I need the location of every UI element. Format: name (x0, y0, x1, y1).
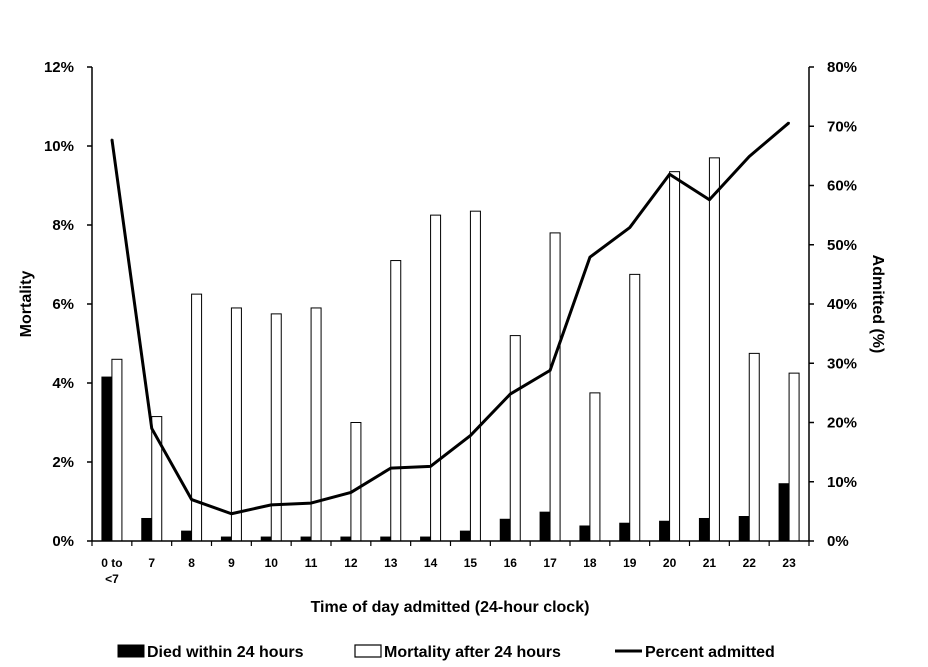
x-axis-ticks: 0 to <7 7 8 9 10 11 12 13 14 15 16 17 18 19 20 21 22 23 (91, 541, 810, 586)
x-tick-label: <7 (105, 572, 119, 586)
y2-tick-label: 20% (827, 415, 857, 432)
y-tick-label: 4% (52, 375, 74, 392)
y2-tick-label: 30% (827, 355, 857, 372)
percent-admitted-point (549, 369, 551, 372)
percent-admitted-point (310, 502, 312, 504)
percent-admitted-point (589, 256, 591, 258)
y2-tick-label: 0% (827, 533, 849, 550)
x-tick-label: 0 to (101, 556, 122, 570)
percent-admitted-point (150, 427, 153, 430)
bar-mortality-after-24h (310, 307, 322, 542)
legend: Died within 24 hours Mortality after 24 … (117, 644, 775, 661)
bar-mortality-after-24h (589, 392, 601, 542)
bar-mortality-after-24h (549, 232, 561, 542)
percent-admitted-point (748, 155, 751, 158)
percent-admitted-point (389, 467, 392, 469)
x-tick-label: 23 (782, 556, 796, 570)
bar-mortality-after-24h (788, 372, 800, 542)
bar-died-within-24h (619, 522, 631, 542)
percent-admitted-point (111, 138, 113, 141)
x-tick-label: 22 (743, 556, 757, 570)
legend-swatch-mortality-after-24h (354, 644, 382, 658)
left-axis-ticks: 0% 2% 4% 6% 8% 10% 12% (44, 59, 92, 550)
bar-died-within-24h (499, 518, 511, 542)
y-tick-label: 8% (52, 217, 74, 234)
x-tick-label: 17 (543, 556, 557, 570)
percent-admitted-point (230, 512, 233, 515)
bar-mortality-after-24h (111, 358, 123, 542)
percent-admitted-point (708, 198, 711, 201)
y-tick-label: 2% (52, 454, 74, 471)
percent-admitted-point (429, 465, 432, 468)
bar-mortality-after-24h (708, 157, 720, 542)
bar-died-within-24h (738, 516, 750, 542)
x-tick-label: 19 (623, 556, 637, 570)
x-tick-label: 14 (424, 556, 438, 570)
x-tick-label: 20 (663, 556, 677, 570)
bar-died-within-24h (659, 520, 671, 542)
percent-admitted-point (350, 491, 352, 494)
y2-tick-label: 60% (827, 178, 857, 195)
bar-mortality-after-24h (669, 171, 681, 542)
x-tick-label: 16 (504, 556, 518, 570)
bar-died-within-24h (181, 530, 193, 542)
y2-tick-label: 80% (827, 59, 857, 76)
x-axis-title: Time of day admitted (24-hour clock) (311, 599, 590, 616)
bar-mortality-after-24h (629, 273, 641, 542)
percent-admitted-point (628, 226, 631, 229)
legend-swatch-died-within-24h (117, 644, 145, 658)
percent-admitted-point (788, 121, 790, 124)
percent-admitted-point (509, 393, 512, 395)
x-tick-label: 18 (583, 556, 597, 570)
percent-admitted-point (270, 504, 273, 506)
bar-mortality-after-24h (390, 260, 402, 542)
bar-died-within-24h (101, 376, 113, 542)
legend-label-died-within-24h: Died within 24 hours (147, 644, 304, 661)
x-tick-label: 10 (265, 556, 279, 570)
x-tick-label: 21 (703, 556, 717, 570)
bar-died-within-24h (539, 511, 551, 542)
x-tick-label: 11 (305, 556, 318, 570)
y2-tick-label: 50% (827, 237, 857, 254)
y-tick-label: 10% (44, 138, 74, 155)
bar-died-within-24h (459, 530, 471, 542)
bar-died-within-24h (698, 517, 710, 542)
bar-mortality-after-24h (509, 335, 521, 542)
bar-series (101, 157, 800, 542)
legend-label-percent-admitted: Percent admitted (645, 644, 775, 661)
y2-axis-title: Admitted (%) (869, 255, 886, 354)
percent-admitted-line (110, 121, 791, 516)
bar-mortality-after-24h (350, 422, 362, 542)
bar-mortality-after-24h (748, 352, 760, 542)
y-tick-label: 12% (44, 59, 74, 76)
percent-admitted-point (668, 173, 671, 176)
legend-label-mortality-after-24h: Mortality after 24 hours (384, 644, 561, 661)
y-axis-title: Mortality (18, 271, 35, 338)
y2-tick-label: 40% (827, 296, 857, 313)
x-tick-label: 13 (384, 556, 398, 570)
bar-died-within-24h (778, 483, 790, 542)
bar-mortality-after-24h (230, 307, 242, 542)
bar-died-within-24h (141, 517, 153, 542)
x-tick-label: 12 (344, 556, 358, 570)
percent-admitted-point (190, 498, 193, 501)
bar-mortality-after-24h (430, 214, 442, 542)
bar-mortality-after-24h (270, 313, 282, 542)
percent-admitted-point (469, 434, 472, 437)
right-axis-ticks: 0% 10% 20% 30% 40% 50% 60% 70% 80% (809, 59, 857, 550)
bar-mortality-after-24h (469, 210, 481, 542)
x-tick-label: 9 (228, 556, 235, 570)
x-tick-label: 15 (464, 556, 478, 570)
x-tick-label: 8 (188, 556, 195, 570)
y-tick-label: 6% (52, 296, 74, 313)
y2-tick-label: 70% (827, 118, 857, 135)
y-tick-label: 0% (52, 533, 74, 550)
bar-died-within-24h (579, 525, 591, 542)
percent-admitted-polyline (110, 121, 791, 516)
y2-tick-label: 10% (827, 474, 857, 491)
x-tick-label: 7 (148, 556, 155, 570)
